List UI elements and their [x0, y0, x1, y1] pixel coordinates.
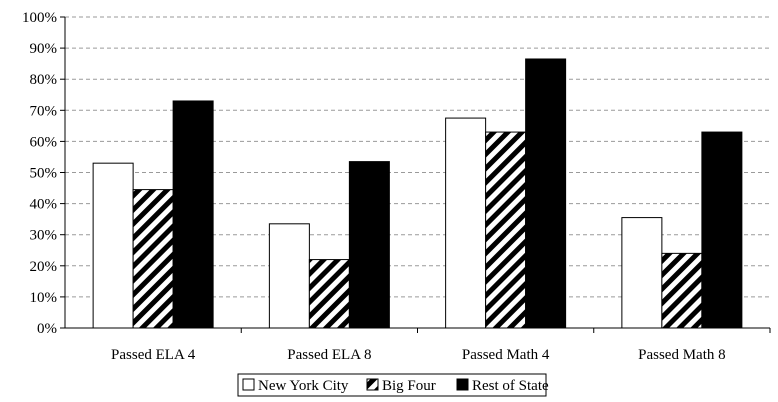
y-tick-label: 100% — [22, 10, 57, 26]
bar-new-york-city — [621, 217, 663, 329]
bar-rest-of-state — [172, 100, 214, 329]
x-category-label: Passed ELA 4 — [111, 347, 196, 363]
bars — [92, 58, 743, 329]
bar-new-york-city — [268, 223, 310, 329]
y-tick-label: 60% — [30, 134, 58, 150]
x-category-label: Passed Math 4 — [462, 347, 550, 363]
y-tick-label: 20% — [30, 259, 58, 275]
x-category-label: Passed Math 8 — [638, 347, 726, 363]
bar-big-four — [132, 189, 174, 329]
legend-label-rest-of-state: Rest of State — [472, 378, 549, 394]
bar-rest-of-state — [525, 58, 567, 329]
bar-big-four — [308, 259, 350, 329]
legend-label-new-york-city: New York City — [258, 378, 349, 394]
x-axis-labels: Passed ELA 4 Passed ELA 8 Passed Math 4 Pas… — [111, 347, 726, 363]
y-tick-label: 30% — [30, 228, 58, 244]
gridlines — [65, 16, 770, 298]
legend: New York City Big Four Rest of State — [237, 373, 549, 397]
bar-new-york-city — [445, 117, 487, 329]
y-tick-label: 90% — [30, 41, 58, 57]
bar-big-four — [485, 131, 527, 329]
y-tick-label: 70% — [30, 103, 58, 119]
legend-box — [237, 373, 547, 397]
y-tick-label: 0% — [37, 321, 57, 337]
legend-label-big-four: Big Four — [382, 378, 436, 394]
legend-swatch-rest-of-state — [456, 378, 469, 391]
bar-big-four — [661, 252, 703, 329]
legend-swatch-big-four — [366, 378, 379, 391]
y-tick-label: 40% — [30, 197, 58, 213]
x-category-label: Passed ELA 8 — [287, 347, 371, 363]
y-tick-label: 50% — [30, 166, 58, 182]
legend-swatch-new-york-city — [242, 378, 255, 391]
y-axis-ticks: 0% 10% 20% 30% 40% 50% 60% 70% 80% 90% 100% — [22, 10, 65, 337]
bar-rest-of-state — [348, 161, 390, 329]
bar-rest-of-state — [701, 131, 743, 329]
y-tick-label: 80% — [30, 72, 58, 88]
bar-new-york-city — [92, 162, 134, 329]
y-tick-label: 10% — [30, 290, 58, 306]
